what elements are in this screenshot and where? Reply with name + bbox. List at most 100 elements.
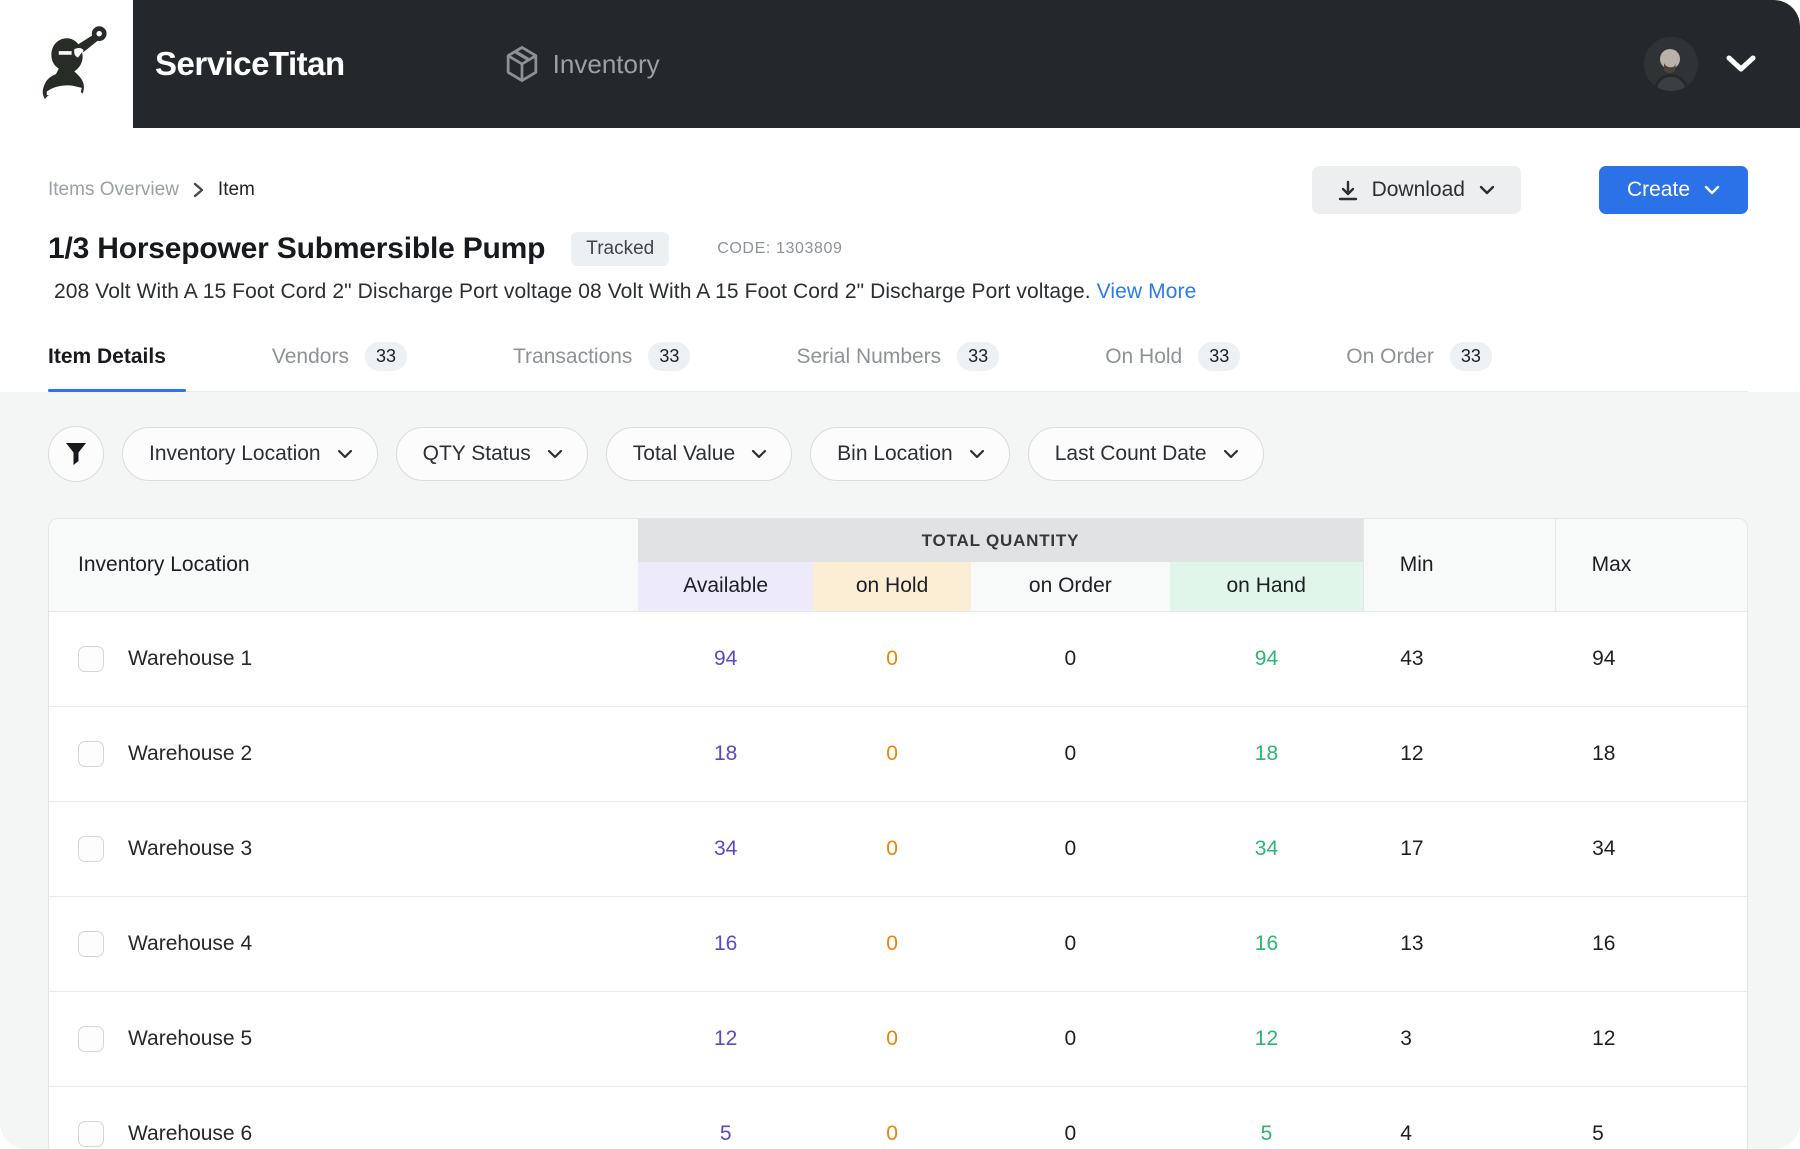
tabs: Item Details Vendors 33 Transactions 33 Seria… — [48, 342, 1748, 392]
download-button-label: Download — [1371, 178, 1465, 201]
page-title: 1/3 Horsepower Submersible Pump — [48, 232, 546, 265]
breadcrumb-item: Item — [217, 179, 255, 200]
column-on-order: on Order — [971, 562, 1170, 611]
on-order-value: 0 — [1064, 1121, 1077, 1145]
min-value: 13 — [1400, 931, 1424, 955]
chevron-down-icon — [969, 449, 985, 459]
filter-button[interactable] — [48, 426, 104, 482]
on-hold-value: 0 — [886, 741, 898, 765]
row-checkbox[interactable] — [78, 930, 104, 957]
row-checkbox[interactable] — [78, 835, 104, 862]
table-row: Warehouse 4 16 0 0 16 13 16 — [49, 896, 1747, 991]
warehouse-name: Warehouse 6 — [128, 1121, 253, 1145]
column-on-hand: on Hand — [1169, 562, 1364, 611]
filter-row: Inventory Location QTY Status Total Value B… — [48, 426, 1748, 482]
on-hold-value: 0 — [886, 1026, 898, 1050]
min-value: 12 — [1400, 741, 1424, 765]
max-value: 94 — [1592, 646, 1616, 670]
tab-count-badge: 33 — [1198, 342, 1241, 371]
on-hand-value: 34 — [1254, 836, 1279, 860]
on-hand-value: 18 — [1254, 741, 1279, 765]
tab-vendors[interactable]: Vendors 33 — [272, 342, 427, 391]
nav-product-label: Inventory — [552, 48, 660, 79]
item-header: Items Overview Item Download — [0, 128, 1800, 392]
filter-label: Last Count Date — [1054, 442, 1207, 465]
table-row: Warehouse 5 12 0 0 12 3 12 — [49, 991, 1747, 1086]
filter-inventory-location[interactable]: Inventory Location — [122, 427, 378, 481]
nav-bar: ServiceTitan Inventory — [133, 0, 1800, 128]
tab-count-badge: 33 — [364, 342, 407, 371]
on-hand-value: 12 — [1254, 1026, 1279, 1050]
filter-last-count-date[interactable]: Last Count Date — [1027, 427, 1264, 481]
filter-qty-status[interactable]: QTY Status — [395, 427, 588, 481]
on-hold-value: 0 — [886, 646, 898, 670]
chevron-down-icon — [751, 449, 767, 459]
row-checkbox[interactable] — [78, 1120, 104, 1147]
available-value: 12 — [713, 1026, 738, 1050]
column-inventory-location: Inventory Location — [49, 519, 639, 611]
tab-count-badge: 33 — [1449, 342, 1492, 371]
available-value: 34 — [713, 836, 738, 860]
filter-bin-location[interactable]: Bin Location — [810, 427, 1010, 481]
table-row: Warehouse 6 5 0 0 5 4 5 — [49, 1086, 1747, 1149]
row-checkbox[interactable] — [78, 740, 104, 767]
column-available: Available — [638, 562, 814, 611]
breadcrumb: Items Overview Item — [48, 179, 255, 201]
tab-label: On Order — [1346, 344, 1434, 368]
breadcrumb-items-overview[interactable]: Items Overview — [48, 179, 179, 200]
breadcrumb-chevron-icon — [193, 182, 204, 198]
tab-label: On Hold — [1105, 344, 1183, 368]
filter-total-value[interactable]: Total Value — [605, 427, 793, 481]
nav-product[interactable]: Inventory — [505, 46, 660, 82]
chevron-down-icon — [337, 449, 353, 459]
item-description: 208 Volt With A 15 Foot Cord 2" Discharg… — [48, 280, 1748, 304]
on-hand-value: 94 — [1254, 646, 1279, 670]
column-on-hold: on Hold — [813, 562, 972, 611]
row-checkbox[interactable] — [78, 645, 104, 672]
on-order-value: 0 — [1064, 741, 1077, 765]
tab-serial-numbers[interactable]: Serial Numbers 33 — [796, 342, 1019, 391]
available-value: 16 — [713, 931, 738, 955]
create-button[interactable]: Create — [1598, 166, 1748, 214]
filter-label: Bin Location — [837, 442, 953, 465]
avatar[interactable] — [1644, 37, 1698, 91]
tab-count-badge: 33 — [957, 342, 1000, 371]
warehouse-name: Warehouse 5 — [128, 1026, 253, 1050]
tab-label: Item Details — [48, 344, 166, 368]
inventory-cube-icon — [505, 46, 539, 82]
available-value: 94 — [713, 646, 738, 670]
on-hold-value: 0 — [886, 931, 898, 955]
tab-label: Transactions — [512, 344, 633, 368]
view-more-link[interactable]: View More — [1096, 280, 1197, 303]
tab-on-hold[interactable]: On Hold 33 — [1105, 342, 1260, 391]
top-nav: ServiceTitan Inventory — [0, 0, 1800, 128]
user-menu-chevron-icon[interactable] — [1726, 55, 1756, 73]
chevron-down-icon — [547, 449, 563, 459]
available-value: 18 — [713, 741, 738, 765]
on-order-value: 0 — [1064, 646, 1077, 670]
titan-mascot-icon — [21, 18, 113, 110]
warehouse-name: Warehouse 4 — [128, 931, 253, 955]
max-value: 34 — [1592, 836, 1616, 860]
table-row: Warehouse 2 18 0 0 18 12 18 — [49, 706, 1747, 801]
filter-label: QTY Status — [422, 442, 531, 465]
max-value: 5 — [1592, 1121, 1604, 1145]
max-value: 12 — [1592, 1026, 1616, 1050]
download-icon — [1338, 180, 1358, 201]
on-hand-value: 16 — [1254, 931, 1279, 955]
filter-label: Total Value — [632, 442, 736, 465]
tracked-badge: Tracked — [571, 232, 670, 266]
tab-item-details[interactable]: Item Details — [48, 342, 186, 392]
servicetitan-logo[interactable] — [0, 0, 133, 128]
on-order-value: 0 — [1064, 836, 1077, 860]
min-value: 3 — [1400, 1026, 1412, 1050]
download-button[interactable]: Download — [1311, 166, 1521, 214]
available-value: 5 — [719, 1121, 732, 1145]
table-row: Warehouse 3 34 0 0 34 17 34 — [49, 801, 1747, 896]
min-value: 43 — [1400, 646, 1424, 670]
tab-on-order[interactable]: On Order 33 — [1346, 342, 1512, 391]
row-checkbox[interactable] — [78, 1025, 104, 1052]
column-min: Min — [1362, 519, 1556, 611]
tab-transactions[interactable]: Transactions 33 — [513, 342, 710, 391]
column-group-total-quantity: TOTAL QUANTITY — [638, 519, 1364, 562]
